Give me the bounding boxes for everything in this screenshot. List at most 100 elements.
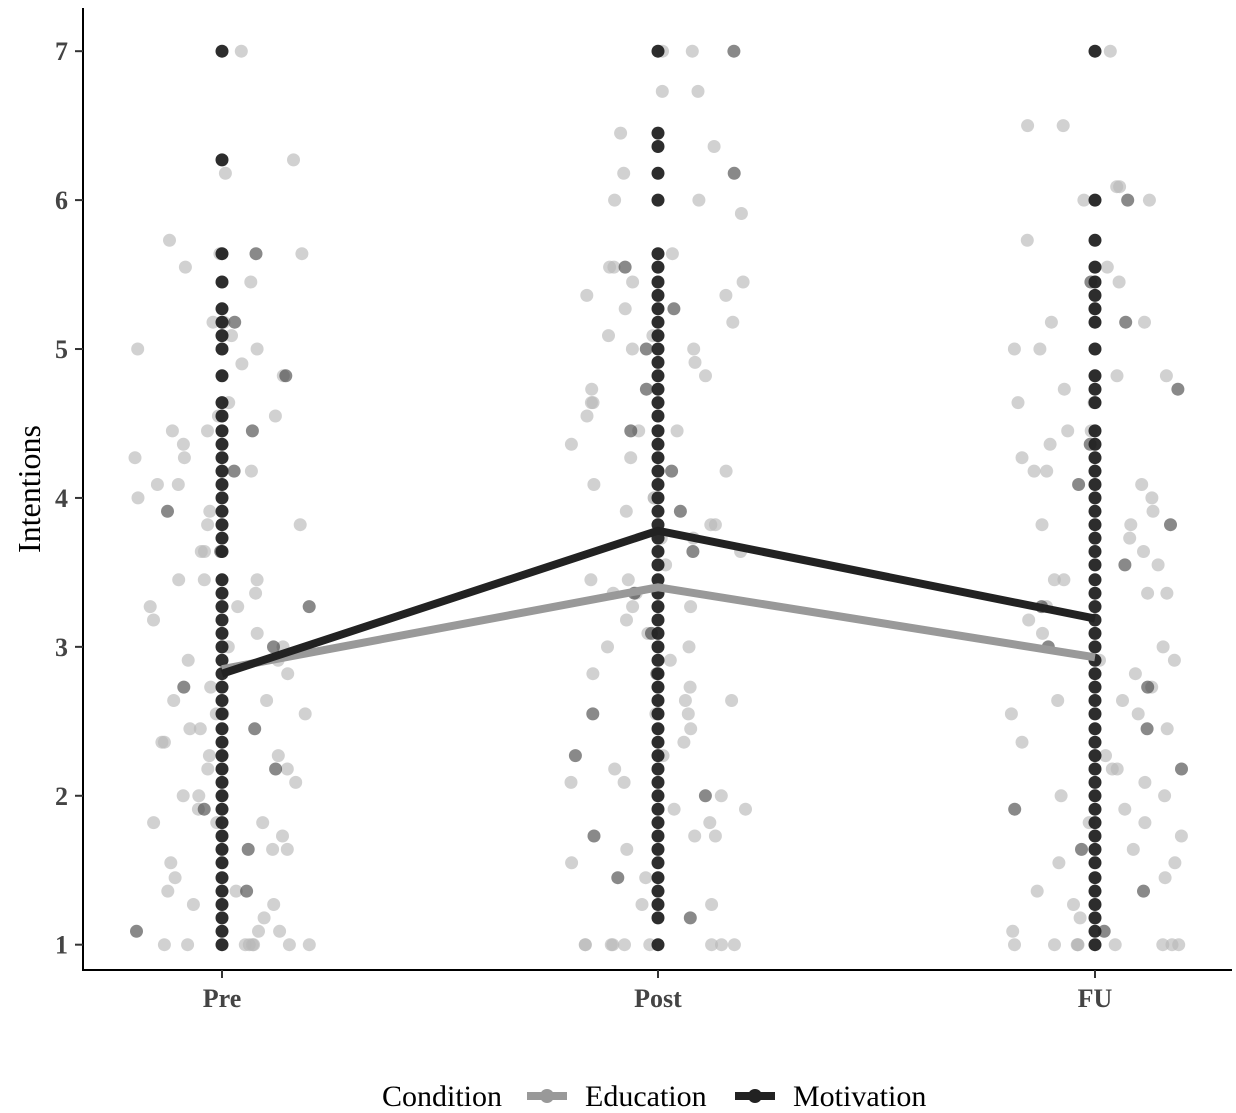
motivation-point [587, 829, 601, 843]
motivation-point [215, 302, 229, 316]
education-point [625, 342, 639, 356]
education-point [176, 437, 190, 451]
motivation-point [215, 775, 229, 789]
motivation-point [651, 302, 665, 316]
motivation-point [215, 762, 229, 776]
education-point [621, 573, 635, 587]
motivation-point [215, 600, 229, 614]
motivation-point [651, 478, 665, 491]
motivation-point [161, 504, 174, 518]
motivation-point [651, 193, 665, 207]
education-point [1015, 735, 1029, 749]
motivation-point [1088, 722, 1102, 736]
motivation-point [1088, 802, 1102, 816]
data-points [128, 44, 1188, 952]
education-point [266, 842, 280, 856]
education-point [1168, 856, 1182, 870]
motivation-point [215, 694, 229, 707]
education-point [1103, 44, 1117, 58]
motivation-point [1088, 193, 1102, 207]
education-point [181, 938, 195, 952]
motivation-point [651, 816, 665, 830]
motivation-point [279, 369, 293, 383]
education-point [1027, 464, 1041, 478]
education-point [1006, 924, 1020, 938]
motivation-point [215, 545, 229, 558]
motivation-point [651, 829, 665, 843]
motivation-point [215, 789, 229, 803]
education-point [168, 871, 182, 885]
education-point [193, 722, 207, 736]
motivation-point [651, 789, 665, 803]
education-point [678, 694, 692, 707]
motivation-point [1088, 545, 1102, 558]
education-point [176, 789, 190, 803]
education-point [663, 653, 677, 667]
education-point [244, 275, 258, 289]
motivation-point [651, 247, 665, 261]
motivation-point [1088, 829, 1102, 843]
education-point [1145, 491, 1159, 505]
motivation-point [727, 44, 741, 58]
motivation-point [624, 424, 638, 438]
education-point [705, 898, 719, 911]
y-tick-label: 6 [55, 186, 68, 215]
legend-key-motivation [735, 1089, 775, 1103]
motivation-point [611, 871, 625, 885]
motivation-point [1088, 816, 1102, 830]
education-point [1073, 911, 1087, 925]
motivation-point [1088, 626, 1102, 640]
education-point [655, 84, 669, 98]
education-point [252, 924, 265, 938]
motivation-point [1088, 44, 1102, 58]
motivation-point [651, 140, 665, 153]
motivation-point [241, 842, 255, 856]
motivation-point [215, 924, 229, 938]
motivation-point [215, 707, 229, 721]
motivation-point [228, 315, 242, 329]
motivation-point [215, 938, 229, 952]
motivation-point [651, 762, 665, 776]
motivation-point [215, 478, 229, 491]
motivation-point [215, 342, 229, 356]
motivation-point [1088, 424, 1102, 438]
motivation-point [651, 802, 665, 816]
education-point [670, 424, 684, 438]
education-point [699, 369, 712, 383]
motivation-point [651, 504, 665, 518]
motivation-point [1088, 856, 1102, 870]
education-point [715, 938, 728, 952]
motivation-point [215, 409, 229, 423]
education-point [225, 329, 238, 343]
education-point [244, 464, 258, 478]
motivation-point [1088, 680, 1102, 694]
motivation-point [227, 464, 241, 478]
motivation-point [651, 735, 665, 749]
education-point [186, 898, 200, 911]
motivation-point [651, 275, 665, 289]
motivation-point [215, 842, 229, 856]
motivation-point [651, 842, 665, 856]
motivation-point [1088, 382, 1102, 396]
education-point [1158, 871, 1172, 885]
motivation-point [215, 504, 229, 518]
education-point [1015, 451, 1029, 465]
education-point [1123, 531, 1137, 545]
education-point [1141, 586, 1155, 600]
education-point [1156, 640, 1170, 654]
motivation-point [686, 545, 700, 558]
education-point [1030, 884, 1044, 898]
motivation-point [302, 600, 316, 614]
education-point [601, 640, 614, 654]
education-point [584, 573, 598, 587]
education-point [1138, 816, 1152, 830]
education-point [614, 126, 628, 140]
motivation-point [1088, 491, 1102, 505]
motivation-point [215, 153, 229, 167]
y-axis-ticks: 1 2 3 4 5 6 7 [55, 37, 83, 960]
education-point [250, 573, 264, 587]
motivation-point [651, 491, 665, 505]
motivation-point [651, 871, 665, 885]
motivation-point [1097, 924, 1111, 938]
